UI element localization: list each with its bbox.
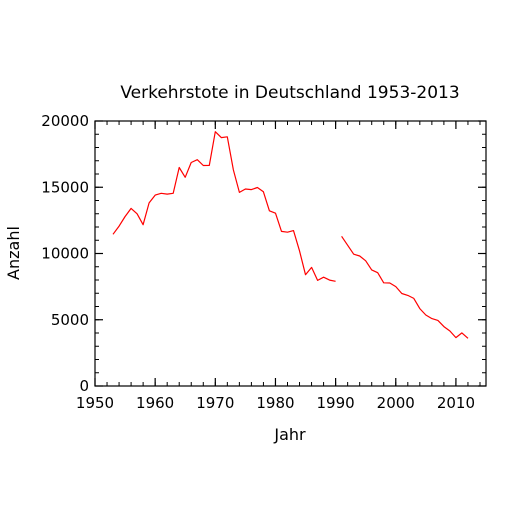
x-tick-label: 2000 [377, 394, 415, 412]
y-axis-label: Anzahl [4, 226, 23, 280]
data-series [112, 131, 469, 339]
x-axis-label: Jahr [273, 425, 306, 444]
chart-title: Verkehrstote in Deutschland 1953-2013 [120, 83, 459, 103]
series-line-segment-1 [112, 131, 336, 282]
y-tick-label: 20000 [41, 112, 89, 130]
x-tick-label: 1980 [256, 394, 294, 412]
x-tick-label: 1950 [76, 394, 114, 412]
y-tick-label: 15000 [41, 178, 89, 196]
plot-frame [94, 120, 487, 387]
y-tick-labels: 0 5000 10000 15000 20000 [41, 112, 89, 395]
x-tick-labels: 1950 1960 1970 1980 1990 2000 2010 [76, 394, 475, 412]
y-tick-label: 10000 [41, 245, 89, 263]
x-tick-label: 1960 [136, 394, 174, 412]
axis-ticks [94, 120, 486, 387]
x-tick-label: 2010 [437, 394, 475, 412]
series-line-segment-2 [341, 235, 469, 339]
x-tick-label: 1970 [196, 394, 234, 412]
x-tick-label: 1990 [317, 394, 355, 412]
y-tick-label: 5000 [51, 311, 89, 329]
y-tick-label: 0 [79, 377, 89, 395]
